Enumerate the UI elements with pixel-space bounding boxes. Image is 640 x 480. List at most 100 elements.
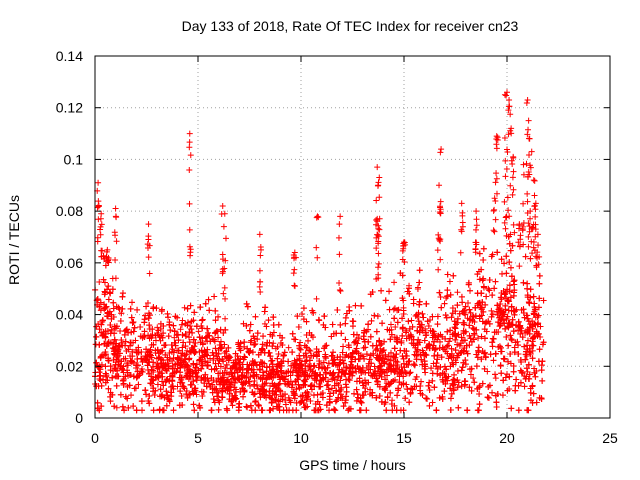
- data-point: [420, 314, 427, 321]
- data-point: [428, 365, 435, 372]
- data-point: [179, 402, 186, 409]
- data-point: [293, 386, 300, 393]
- data-point: [244, 303, 251, 310]
- data-point: [480, 256, 487, 263]
- data-point: [308, 352, 315, 359]
- data-point: [181, 304, 188, 311]
- data-point: [167, 327, 174, 334]
- data-point: [188, 381, 195, 388]
- data-point: [403, 327, 410, 334]
- data-point: [212, 345, 219, 352]
- data-point: [459, 299, 466, 306]
- data-point: [217, 363, 224, 370]
- data-point: [98, 329, 105, 336]
- data-point: [218, 338, 225, 345]
- data-point: [390, 362, 397, 369]
- data-point: [202, 300, 209, 307]
- data-point: [387, 389, 394, 396]
- data-point: [146, 322, 153, 329]
- data-point: [484, 394, 491, 401]
- data-point: [196, 334, 203, 341]
- data-point: [259, 407, 266, 414]
- data-point: [212, 360, 219, 367]
- data-point: [411, 362, 418, 369]
- data-point: [125, 346, 132, 353]
- data-point: [212, 317, 219, 324]
- data-point: [135, 381, 142, 388]
- data-point: [536, 280, 543, 287]
- data-point: [190, 378, 197, 385]
- data-point: [377, 342, 384, 349]
- data-point: [275, 321, 282, 328]
- data-point: [191, 407, 198, 414]
- data-point: [355, 335, 362, 342]
- data-point: [199, 316, 206, 323]
- data-point: [429, 377, 436, 384]
- data-point: [480, 308, 487, 315]
- data-point: [100, 330, 107, 337]
- data-point: [425, 323, 432, 330]
- data-point: [199, 393, 206, 400]
- data-point: [458, 383, 465, 390]
- data-point: [405, 358, 412, 365]
- data-point: [307, 397, 314, 404]
- data-point: [374, 313, 381, 320]
- data-point: [236, 366, 243, 373]
- data-point: [497, 362, 504, 369]
- data-point: [369, 289, 376, 296]
- data-point: [365, 321, 372, 328]
- data-point: [246, 349, 253, 356]
- data-point: [269, 361, 276, 368]
- data-point: [169, 366, 176, 373]
- data-point: [536, 295, 543, 302]
- data-point: [371, 312, 378, 319]
- data-point: [199, 335, 206, 342]
- data-point: [467, 371, 474, 378]
- data-point: [356, 407, 363, 414]
- data-point: [179, 317, 186, 324]
- data-point: [447, 327, 454, 334]
- data-point: [178, 353, 185, 360]
- data-point: [215, 313, 222, 320]
- data-point: [470, 314, 477, 321]
- data-point: [108, 326, 115, 333]
- data-point: [422, 329, 429, 336]
- data-point: [342, 320, 349, 327]
- data-point: [184, 322, 191, 329]
- data-point: [499, 392, 506, 399]
- data-point: [111, 403, 118, 410]
- data-point: [454, 368, 461, 375]
- data-point: [434, 313, 441, 320]
- data-point: [472, 304, 479, 311]
- data-point: [489, 311, 496, 318]
- data-point: [117, 318, 124, 325]
- data-point: [490, 357, 497, 364]
- data-point: [430, 342, 437, 349]
- data-point: [174, 314, 181, 321]
- data-point: [539, 377, 546, 384]
- data-point: [97, 353, 104, 360]
- data-point: [144, 299, 151, 306]
- data-point: [297, 346, 304, 353]
- data-point: [127, 357, 134, 364]
- data-point: [476, 299, 483, 306]
- data-point: [156, 354, 163, 361]
- data-point: [193, 391, 200, 398]
- data-point: [489, 251, 496, 258]
- data-point: [302, 358, 309, 365]
- data-point: [111, 330, 118, 337]
- data-point: [260, 333, 267, 340]
- data-point: [509, 242, 516, 249]
- data-point: [317, 383, 324, 390]
- data-point: [187, 302, 194, 309]
- data-point: [382, 376, 389, 383]
- data-point: [511, 277, 518, 284]
- data-point: [398, 364, 405, 371]
- data-point: [259, 369, 266, 376]
- data-point: [190, 401, 197, 408]
- data-point: [451, 324, 458, 331]
- data-point: [452, 347, 459, 354]
- data-point: [416, 329, 423, 336]
- data-point: [432, 345, 439, 352]
- data-point: [155, 374, 162, 381]
